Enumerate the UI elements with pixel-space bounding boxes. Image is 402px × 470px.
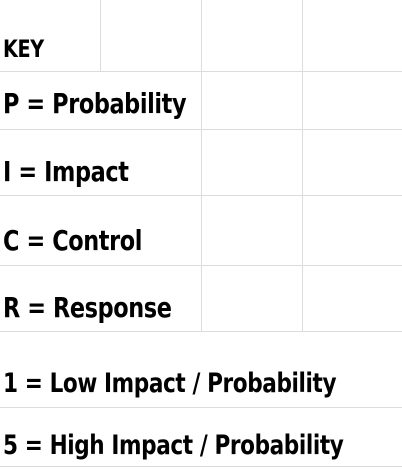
column-divider xyxy=(201,0,202,332)
key-heading[interactable]: KEY xyxy=(3,35,44,63)
row-divider xyxy=(0,466,402,467)
row-divider xyxy=(0,195,402,196)
key-response-cell[interactable]: R = Response xyxy=(3,291,172,324)
key-low-scale-cell[interactable]: 1 = Low Impact / Probability xyxy=(3,368,337,399)
row-divider xyxy=(0,71,402,72)
key-high-scale-cell[interactable]: 5 = High Impact / Probability xyxy=(3,430,344,461)
key-control-cell[interactable]: C = Control xyxy=(3,224,143,257)
row-divider xyxy=(0,331,402,332)
key-probability-cell[interactable]: P = Probability xyxy=(3,87,187,120)
key-impact-cell[interactable]: I = Impact xyxy=(3,155,129,188)
row-divider xyxy=(0,265,402,266)
column-divider xyxy=(100,0,101,72)
row-divider xyxy=(0,407,402,408)
row-divider xyxy=(0,129,402,130)
column-divider xyxy=(302,0,303,332)
